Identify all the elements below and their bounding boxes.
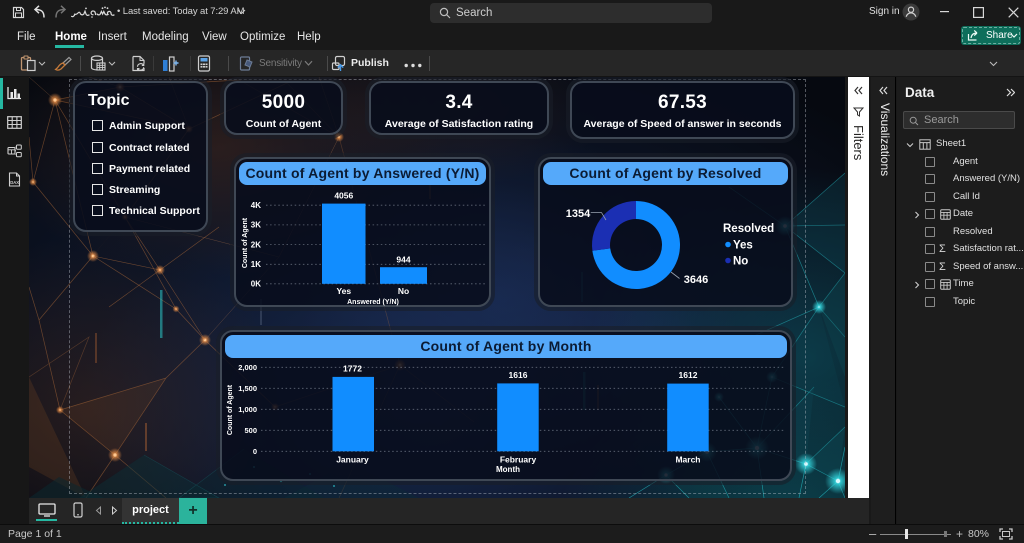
svg-text:1616: 1616	[509, 370, 528, 380]
svg-text:No: No	[398, 286, 409, 296]
svg-text:Yes: Yes	[336, 286, 351, 296]
svg-text:Count of Agent: Count of Agent	[242, 217, 249, 268]
svg-text:1354: 1354	[566, 208, 591, 220]
svg-text:1K: 1K	[251, 260, 261, 269]
svg-text:1612: 1612	[679, 370, 698, 380]
svg-text:944: 944	[396, 254, 410, 264]
svg-text:4K: 4K	[251, 201, 261, 210]
svg-text:1,500: 1,500	[238, 384, 257, 393]
svg-text:4056: 4056	[334, 191, 353, 201]
svg-text:Yes: Yes	[733, 240, 753, 252]
svg-text:Answered (Y/N): Answered (Y/N)	[347, 299, 399, 306]
svg-text:February: February	[500, 455, 537, 465]
svg-text:2K: 2K	[251, 240, 261, 249]
svg-text:3K: 3K	[251, 221, 261, 230]
svg-text:500: 500	[244, 426, 257, 435]
svg-text:3646: 3646	[684, 274, 708, 286]
svg-text:1772: 1772	[343, 363, 362, 373]
svg-text:0: 0	[253, 447, 257, 456]
svg-text:DAX: DAX	[10, 180, 19, 185]
svg-text:No: No	[733, 256, 748, 268]
svg-text:January: January	[336, 455, 369, 465]
svg-text:March: March	[675, 455, 700, 465]
svg-text:0K: 0K	[251, 280, 261, 289]
svg-text:Month: Month	[496, 465, 520, 474]
svg-text:1,000: 1,000	[238, 405, 257, 414]
svg-text:Count of Agent: Count of Agent	[227, 384, 234, 435]
svg-text:2,000: 2,000	[238, 363, 257, 372]
svg-text:Resolved: Resolved	[723, 223, 774, 235]
